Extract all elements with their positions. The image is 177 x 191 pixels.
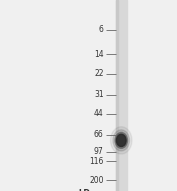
Text: 97: 97 — [94, 147, 104, 156]
Text: 116: 116 — [89, 157, 104, 166]
Text: 44: 44 — [94, 109, 104, 118]
Ellipse shape — [116, 134, 126, 147]
Bar — [116, 0, 127, 191]
Text: 200: 200 — [89, 176, 104, 185]
Text: 66: 66 — [94, 130, 104, 139]
Text: 22: 22 — [94, 69, 104, 78]
Text: 6: 6 — [99, 25, 104, 34]
Ellipse shape — [113, 130, 130, 151]
Text: 31: 31 — [94, 90, 104, 99]
Text: 14: 14 — [94, 50, 104, 59]
Ellipse shape — [110, 127, 132, 154]
Text: kDa: kDa — [78, 189, 96, 191]
Bar — [116, 0, 118, 191]
Ellipse shape — [115, 132, 128, 148]
